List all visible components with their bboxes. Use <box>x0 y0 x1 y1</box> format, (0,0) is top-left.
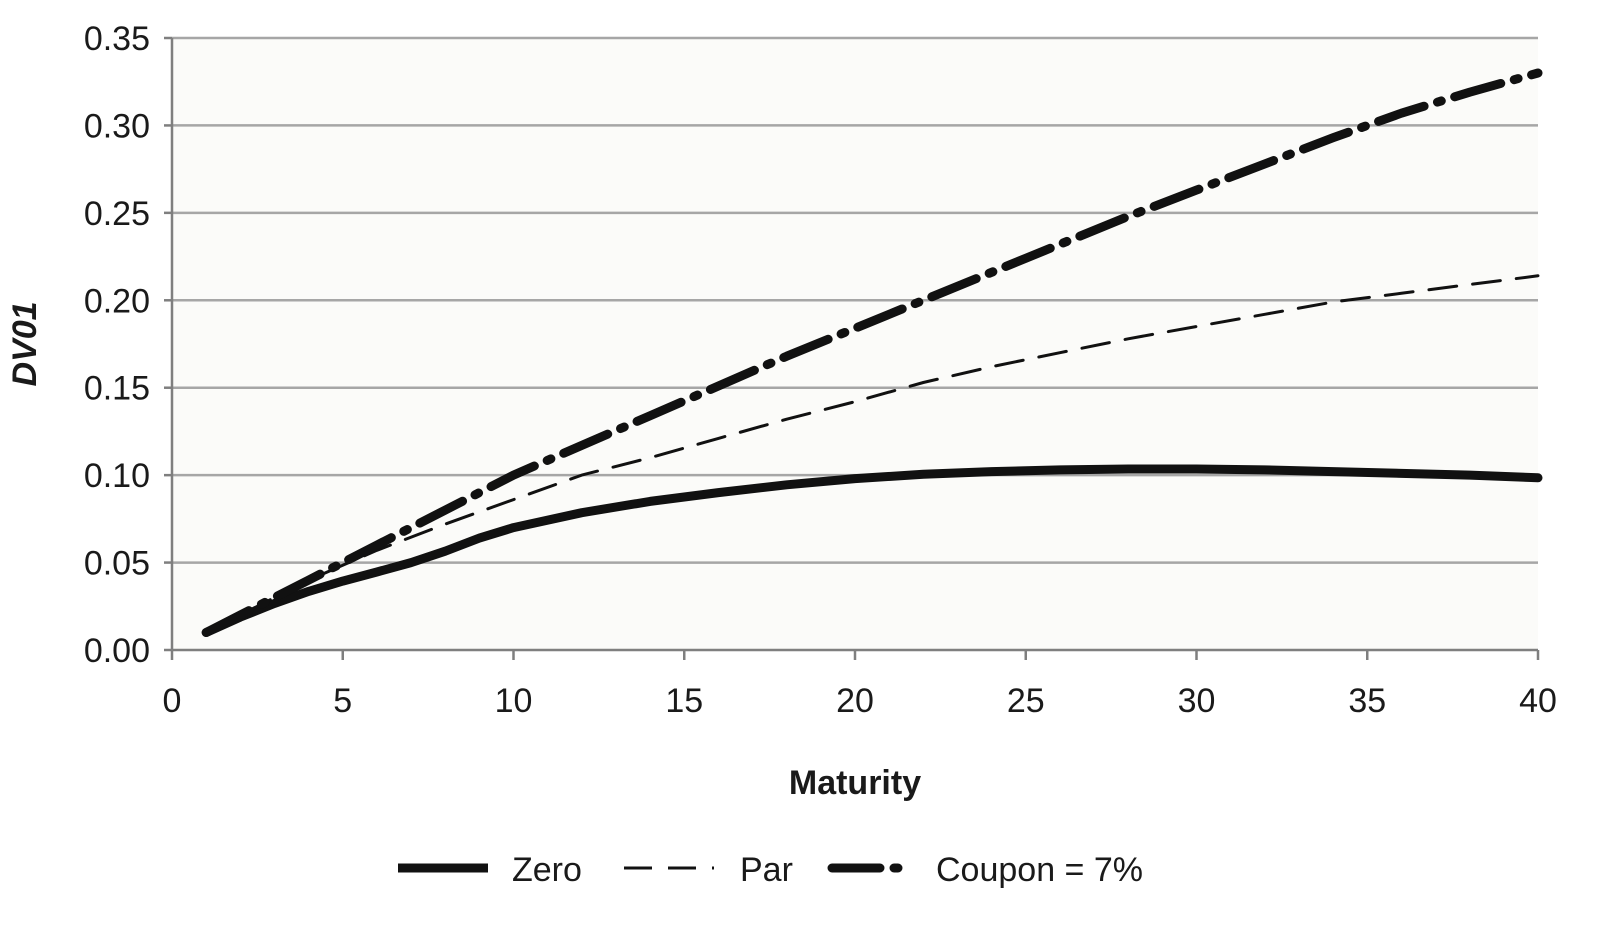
x-tick-label: 35 <box>1348 682 1386 720</box>
x-tick-labels: 0 5 10 15 20 25 30 35 40 <box>163 682 1557 720</box>
x-tick-label: 10 <box>495 682 533 720</box>
y-axis-title: DV01 <box>6 301 44 386</box>
x-tick-label: 15 <box>665 682 703 720</box>
axes <box>164 36 1540 660</box>
legend-label-zero: Zero <box>512 851 582 889</box>
series-lines <box>201 68 1543 637</box>
y-tick-labels: 0.00 0.05 0.10 0.15 0.20 0.25 0.30 0.35 <box>84 20 150 670</box>
x-tick-label: 30 <box>1178 682 1216 720</box>
x-tick-label: 40 <box>1519 682 1557 720</box>
y-tick-label: 0.00 <box>84 632 150 670</box>
y-tick-label: 0.05 <box>84 545 150 583</box>
x-tick-label: 20 <box>836 682 874 720</box>
series-line-zero <box>201 464 1543 637</box>
x-tick-label: 25 <box>1007 682 1045 720</box>
plot-area <box>172 38 1538 650</box>
y-tick-label: 0.35 <box>84 20 150 58</box>
series-line-par <box>204 274 1540 634</box>
x-tick-label: 5 <box>333 682 352 720</box>
x-tick-label: 0 <box>163 682 182 720</box>
legend-label-par: Par <box>740 851 793 889</box>
y-tick-label: 0.30 <box>84 107 150 145</box>
grid-lines <box>172 36 1538 564</box>
y-tick-label: 0.25 <box>84 195 150 233</box>
y-tick-label: 0.15 <box>84 370 150 408</box>
legend-label-coupon: Coupon = 7% <box>936 851 1143 889</box>
series-line-coupon-7 <box>201 68 1543 637</box>
x-axis-title: Maturity <box>789 764 921 802</box>
y-tick-label: 0.10 <box>84 457 150 495</box>
y-tick-label: 0.20 <box>84 282 150 320</box>
legend: Zero Par Coupon = 7% <box>398 851 1143 889</box>
